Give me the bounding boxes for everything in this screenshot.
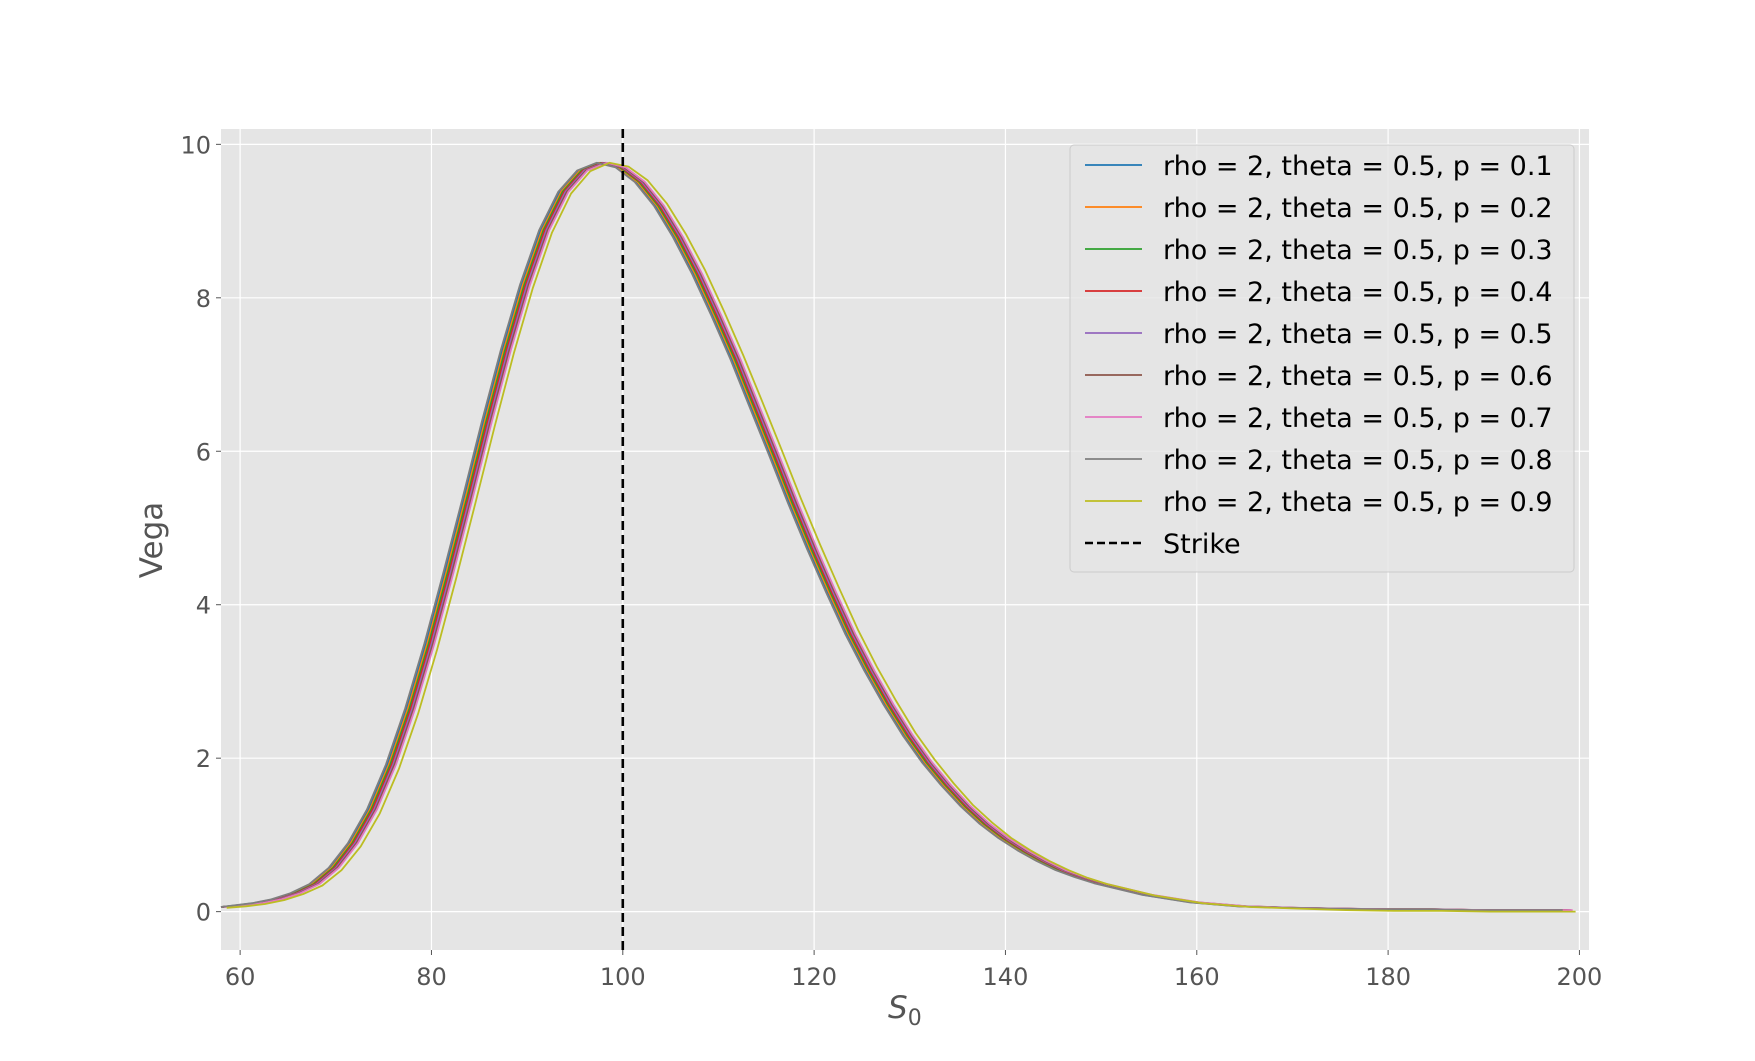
y-tick-label: 8: [196, 285, 211, 313]
legend-entry-label: rho = 2, theta = 0.5, p = 0.4: [1163, 277, 1553, 308]
legend-entry-label: rho = 2, theta = 0.5, p = 0.7: [1163, 403, 1553, 434]
x-tick-label: 180: [1365, 963, 1411, 991]
x-tick-label: 160: [1174, 963, 1220, 991]
legend-entry-label: rho = 2, theta = 0.5, p = 0.9: [1163, 487, 1553, 518]
y-axis-ticks: 0 2 4 6 8 10: [180, 131, 221, 927]
legend-entry-label: rho = 2, theta = 0.5, p = 0.2: [1163, 193, 1553, 224]
legend-entry-label: rho = 2, theta = 0.5, p = 0.1: [1163, 151, 1553, 182]
y-tick-label: 2: [196, 745, 211, 773]
x-axis-label: S0: [888, 990, 922, 1031]
y-tick-label: 10: [180, 131, 211, 159]
legend-box: [1069, 144, 1575, 573]
legend-entry-label: rho = 2, theta = 0.5, p = 0.8: [1163, 445, 1553, 476]
x-tick-label: 140: [983, 963, 1029, 991]
y-tick-label: 4: [196, 592, 211, 620]
legend-entry-label: rho = 2, theta = 0.5, p = 0.5: [1163, 319, 1553, 350]
x-axis-label-main: S: [888, 990, 908, 1026]
y-tick-label: 6: [196, 438, 211, 466]
legend-entry-label: Strike: [1163, 529, 1241, 560]
x-tick-label: 100: [600, 963, 646, 991]
series-line: [226, 161, 1576, 913]
y-tick-label: 0: [196, 899, 211, 927]
x-axis-label-subscript: 0: [908, 1006, 922, 1031]
x-tick-label: 200: [1557, 963, 1603, 991]
x-axis-ticks: 60 80 100 120 140 160 180 200: [225, 950, 1602, 991]
series-line: [220, 161, 1563, 911]
legend: rho = 2, theta = 0.5, p = 0.1 rho = 2, th…: [1069, 144, 1575, 573]
x-tick-label: 60: [225, 963, 256, 991]
series-lines: [220, 161, 1576, 913]
legend-entry-label: rho = 2, theta = 0.5, p = 0.3: [1163, 235, 1553, 266]
legend-entry-label: rho = 2, theta = 0.5, p = 0.6: [1163, 361, 1553, 392]
x-tick-label: 80: [416, 963, 447, 991]
x-tick-label: 120: [791, 963, 837, 991]
y-axis-label: Vega: [134, 502, 170, 579]
